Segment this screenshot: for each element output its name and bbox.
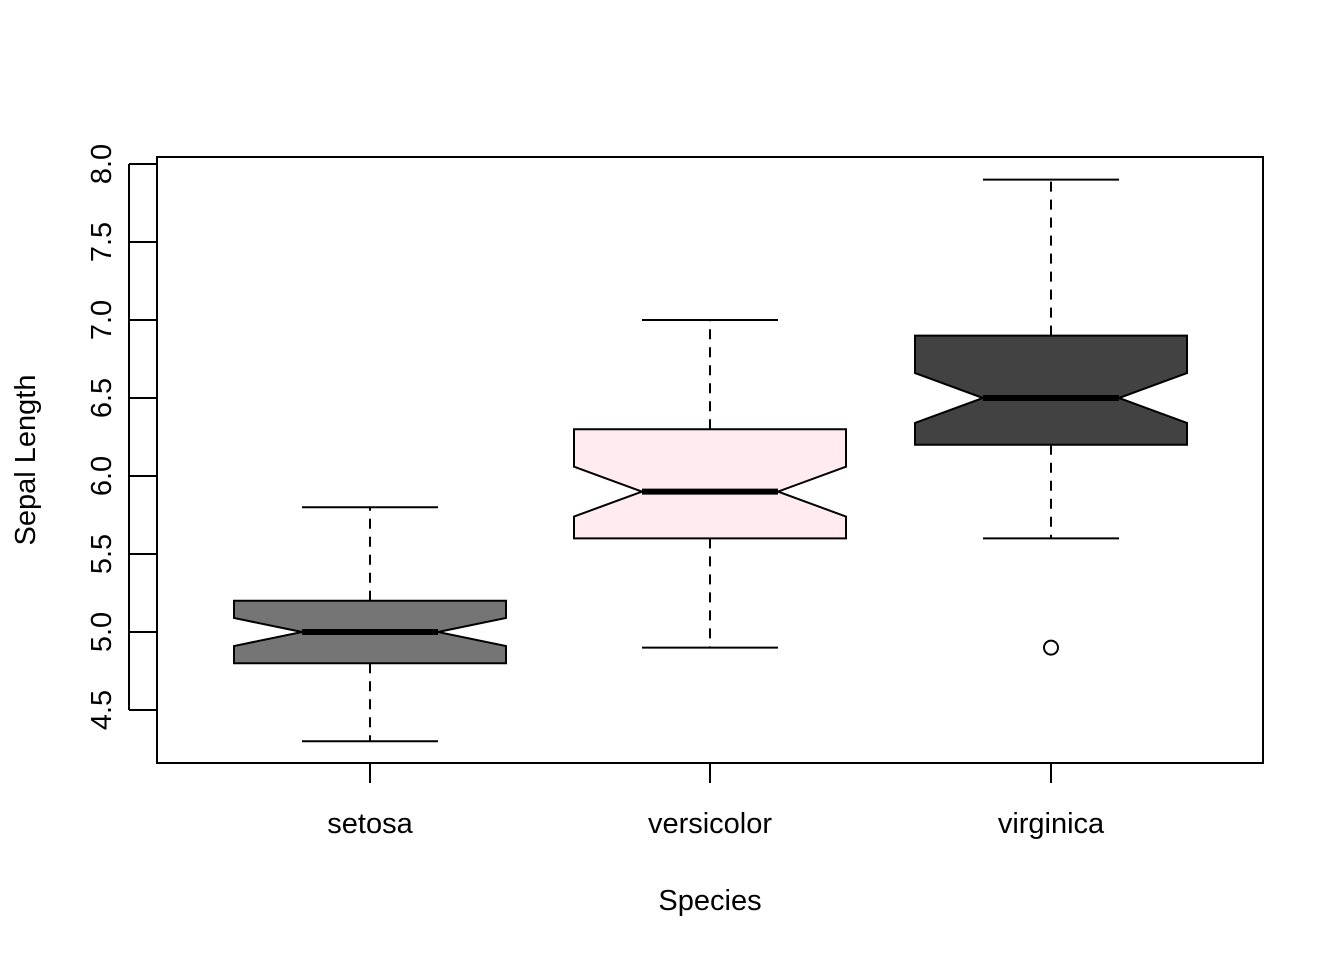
box-group (233, 178, 1188, 743)
box-virginica (914, 178, 1188, 656)
y-axis: 4.5 5.0 5.5 6.0 6.5 7.0 7.5 8.0 (86, 144, 157, 730)
y-tick-label: 4.5 (86, 690, 118, 730)
y-tick-label: 6.0 (86, 456, 118, 496)
x-axis-title: Species (658, 885, 761, 917)
y-axis-title: Sepal Length (10, 375, 42, 546)
box-versicolor (573, 319, 847, 649)
y-tick-label: 5.5 (86, 534, 118, 574)
x-tick-label: versicolor (648, 808, 772, 840)
x-tick-label: virginica (998, 808, 1105, 840)
y-tick-label: 6.5 (86, 378, 118, 418)
y-tick-label: 7.5 (86, 222, 118, 262)
notched-box (573, 428, 847, 540)
x-axis: setosa versicolor virginica (327, 763, 1105, 840)
y-tick-label: 5.0 (86, 612, 118, 652)
box-setosa (233, 506, 507, 743)
notched-box (914, 334, 1188, 446)
outlier-point (1043, 639, 1059, 656)
y-tick-label: 8.0 (86, 144, 118, 184)
y-tick-label: 7.0 (86, 300, 118, 340)
x-tick-label: setosa (327, 808, 413, 840)
